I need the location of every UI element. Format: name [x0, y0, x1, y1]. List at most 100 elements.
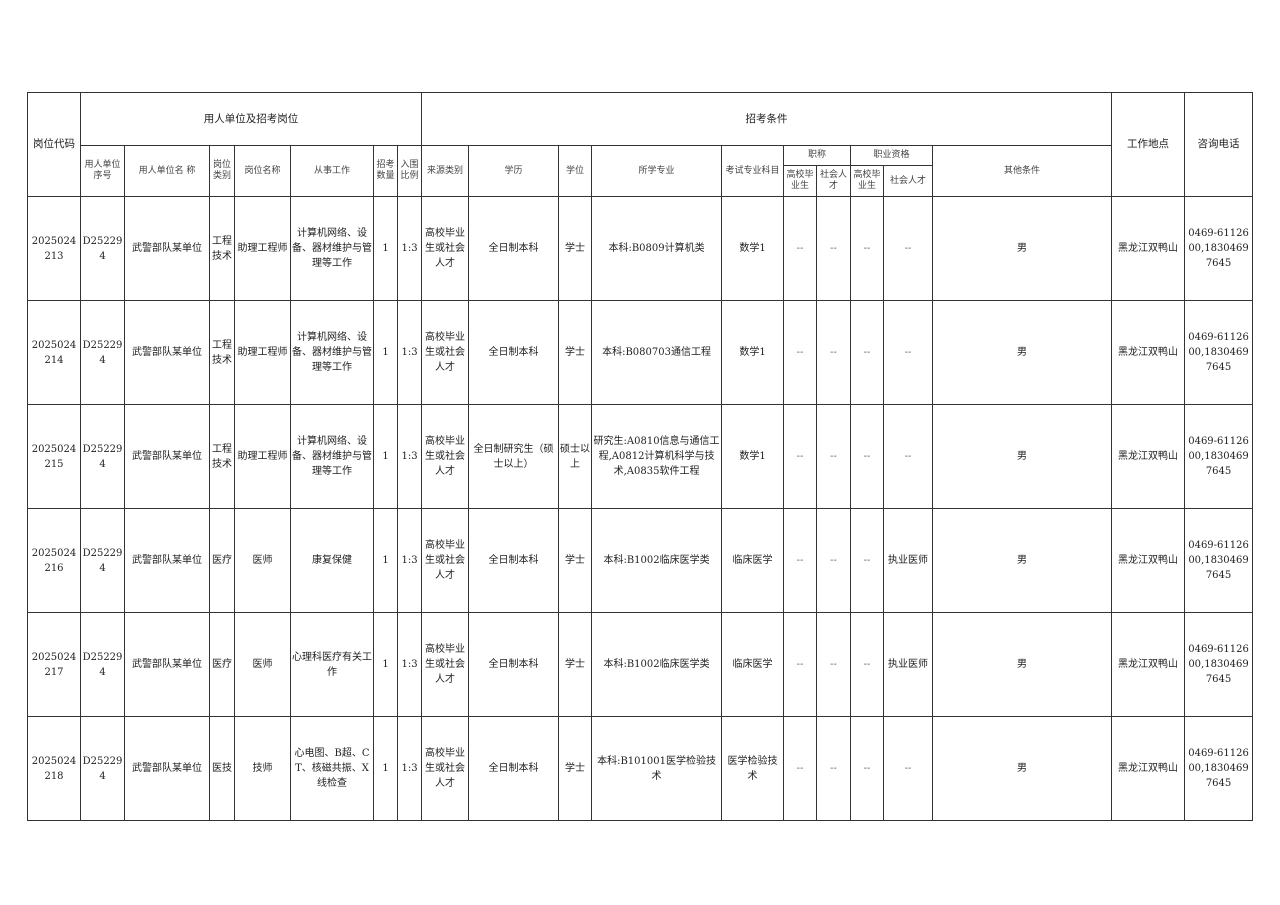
header-ratio: 入围比例 — [396, 145, 423, 197]
table-row: 2025024218 D252294 武警部队某单位 医技 技师 心电图、B超、CT、核磁… — [27, 716, 1254, 821]
cell-seq: D252294 — [80, 404, 125, 509]
cell-degree: 学士 — [558, 300, 593, 405]
header-qualification: 职业资格 — [850, 145, 934, 166]
cell-edu: 全日制研究生（硕士以上） — [468, 404, 560, 509]
cell-work: 计算机网络、设备、器材维护与管理等工作 — [290, 404, 374, 509]
cell-source: 高校毕业生或社会人才 — [421, 196, 470, 301]
cell-subject: 数学1 — [721, 300, 785, 405]
cell-subject: 数学1 — [721, 404, 785, 509]
cell-q-social: -- — [883, 404, 934, 509]
cell-post: 助理工程师 — [234, 404, 291, 509]
table-row: 2025024215 D252294 武警部队某单位 工程技术 助理工程师 计算机网络、设… — [27, 404, 1254, 509]
cell-edu: 全日制本科 — [468, 612, 560, 717]
cell-unit: 武警部队某单位 — [124, 404, 210, 509]
cell-ratio: 1:3 — [396, 196, 423, 301]
cell-degree: 学士 — [558, 508, 593, 613]
header-post-type: 岗位类别 — [209, 145, 235, 197]
cell-phone: 0469-6112600,18304697645 — [1184, 404, 1254, 509]
cell-post: 技师 — [234, 716, 291, 821]
cell-other: 男 — [932, 300, 1113, 405]
cell-source: 高校毕业生或社会人才 — [421, 300, 470, 405]
cell-count: 1 — [373, 404, 398, 509]
cell-loc: 黑龙江双鸭山 — [1111, 612, 1186, 717]
cell-q-social: -- — [883, 716, 934, 821]
cell-q-grad: -- — [850, 508, 885, 613]
cell-type: 工程技术 — [209, 196, 235, 301]
cell-seq: D252294 — [80, 716, 125, 821]
header-title-social: 社会人才 — [816, 165, 852, 197]
header-code: 岗位代码 — [27, 92, 81, 197]
header-phone: 咨询电话 — [1184, 92, 1254, 197]
cell-work: 心电图、B超、CT、核磁共振、X线检查 — [290, 716, 374, 821]
cell-t-grad: -- — [783, 612, 818, 717]
header-group-conditions: 招考条件 — [421, 92, 1113, 146]
cell-degree: 学士 — [558, 716, 593, 821]
cell-t-social: -- — [816, 196, 852, 301]
cell-phone: 0469-6112600,18304697645 — [1184, 612, 1254, 717]
cell-other: 男 — [932, 612, 1113, 717]
cell-edu: 全日制本科 — [468, 508, 560, 613]
header-degree: 学位 — [558, 145, 593, 197]
cell-degree: 学士 — [558, 612, 593, 717]
cell-degree: 学士 — [558, 196, 593, 301]
cell-type: 工程技术 — [209, 404, 235, 509]
cell-phone: 0469-6112600,18304697645 — [1184, 196, 1254, 301]
cell-t-grad: -- — [783, 196, 818, 301]
cell-ratio: 1:3 — [396, 300, 423, 405]
header-exam-subject: 考试专业科目 — [721, 145, 785, 197]
header-title: 职称 — [783, 145, 852, 166]
header-education: 学历 — [468, 145, 560, 197]
cell-loc: 黑龙江双鸭山 — [1111, 404, 1186, 509]
cell-t-social: -- — [816, 300, 852, 405]
header-count: 招考数量 — [373, 145, 398, 197]
header-unit-seq: 用人单位序号 — [80, 145, 125, 197]
cell-other: 男 — [932, 508, 1113, 613]
cell-subject: 临床医学 — [721, 508, 785, 613]
cell-major: 本科:B1002临床医学类 — [591, 612, 723, 717]
table-row: 2025024213 D252294 武警部队某单位 工程技术 助理工程师 计算机网络、设… — [27, 196, 1254, 301]
cell-source: 高校毕业生或社会人才 — [421, 508, 470, 613]
cell-q-grad: -- — [850, 716, 885, 821]
cell-t-grad: -- — [783, 716, 818, 821]
cell-code: 2025024216 — [27, 508, 81, 613]
cell-code: 2025024217 — [27, 612, 81, 717]
cell-seq: D252294 — [80, 612, 125, 717]
cell-source: 高校毕业生或社会人才 — [421, 612, 470, 717]
cell-phone: 0469-6112600,18304697645 — [1184, 716, 1254, 821]
cell-unit: 武警部队某单位 — [124, 612, 210, 717]
cell-t-social: -- — [816, 508, 852, 613]
table-row: 2025024216 D252294 武警部队某单位 医疗 医师 康复保健 1 1:3 高校毕业… — [27, 508, 1254, 613]
cell-degree: 硕士以上 — [558, 404, 593, 509]
cell-code: 2025024214 — [27, 300, 81, 405]
cell-other: 男 — [932, 404, 1113, 509]
table-row: 2025024217 D252294 武警部队某单位 医疗 医师 心理科医疗有关工作 1 1:… — [27, 612, 1254, 717]
cell-t-grad: -- — [783, 300, 818, 405]
cell-source: 高校毕业生或社会人才 — [421, 404, 470, 509]
cell-unit: 武警部队某单位 — [124, 300, 210, 405]
cell-ratio: 1:3 — [396, 404, 423, 509]
cell-type: 医技 — [209, 716, 235, 821]
cell-source: 高校毕业生或社会人才 — [421, 716, 470, 821]
cell-major: 本科:B1002临床医学类 — [591, 508, 723, 613]
cell-ratio: 1:3 — [396, 716, 423, 821]
header-group-unit: 用人单位及招考岗位 — [79, 92, 423, 146]
cell-q-grad: -- — [850, 300, 885, 405]
cell-major: 本科:B101001医学检验技术 — [591, 716, 723, 821]
cell-type: 医疗 — [209, 612, 235, 717]
cell-loc: 黑龙江双鸭山 — [1111, 300, 1186, 405]
cell-unit: 武警部队某单位 — [124, 716, 210, 821]
cell-code: 2025024218 — [27, 716, 81, 821]
cell-subject: 临床医学 — [721, 612, 785, 717]
header-qual-grad: 高校毕业生 — [850, 165, 885, 197]
cell-edu: 全日制本科 — [468, 196, 560, 301]
cell-t-social: -- — [816, 404, 852, 509]
cell-work: 计算机网络、设备、器材维护与管理等工作 — [290, 300, 374, 405]
cell-seq: D252294 — [80, 300, 125, 405]
cell-q-grad: -- — [850, 612, 885, 717]
cell-subject: 医学检验技术 — [721, 716, 785, 821]
cell-type: 工程技术 — [209, 300, 235, 405]
cell-work: 心理科医疗有关工作 — [290, 612, 374, 717]
cell-count: 1 — [373, 716, 398, 821]
recruitment-table: 岗位代码 用人单位及招考岗位 招考条件 工作地点 咨询电话 用人单位序号 用人单… — [27, 92, 1254, 821]
table-row: 2025024214 D252294 武警部队某单位 工程技术 助理工程师 计算机网络、设… — [27, 300, 1254, 405]
